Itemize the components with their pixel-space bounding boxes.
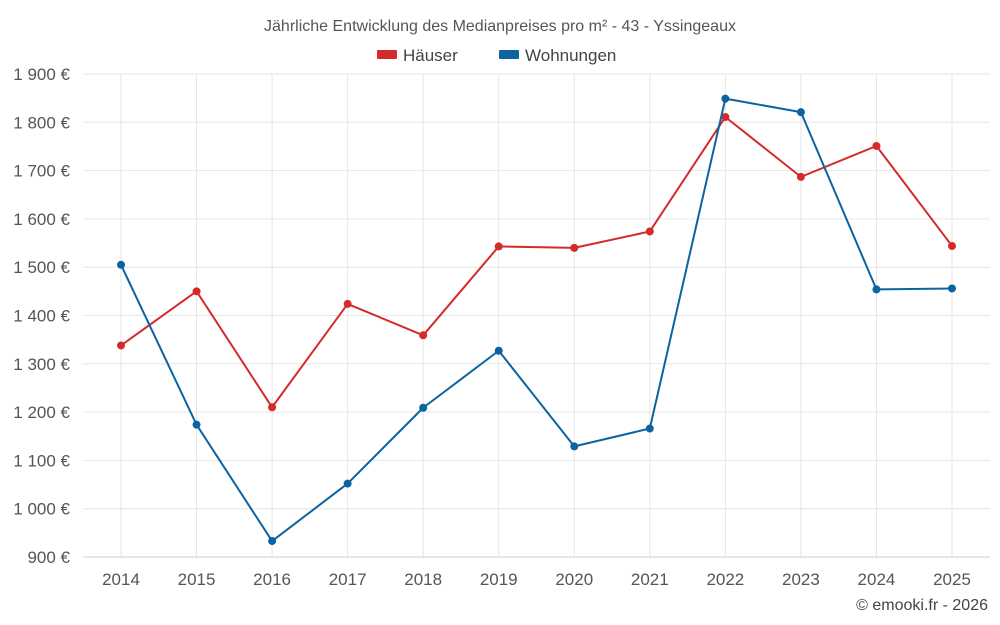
chart-title: Jährliche Entwicklung des Medianpreises … <box>264 18 736 35</box>
data-point[interactable] <box>343 479 352 488</box>
x-tick-label: 2015 <box>178 570 216 589</box>
legend-item[interactable]: Häuser <box>377 46 458 65</box>
legend-swatch <box>377 50 397 59</box>
x-axis: 2014 2015 2016 2017 2018 2019 2020 2021 2022 2023… <box>83 556 990 589</box>
x-tick-label: 2020 <box>555 570 593 589</box>
x-tick-label: 2017 <box>329 570 367 589</box>
data-point[interactable] <box>645 424 654 433</box>
y-axis: 900 € 1 000 € 1 100 € 1 200 € 1 300 € 1 400 €… <box>13 65 70 567</box>
series-wohnungen <box>117 94 956 546</box>
y-tick-label: 1 200 € <box>13 403 70 422</box>
data-point[interactable] <box>268 537 277 546</box>
data-point[interactable] <box>419 403 428 412</box>
series-line <box>120 97 953 543</box>
data-point[interactable] <box>872 285 881 294</box>
x-tick-label: 2021 <box>631 570 669 589</box>
data-point[interactable] <box>721 94 730 103</box>
data-point[interactable] <box>570 442 579 451</box>
x-tick-label: 2018 <box>404 570 442 589</box>
x-tick-label: 2016 <box>253 570 291 589</box>
x-tick-label: 2019 <box>480 570 518 589</box>
y-tick-label: 1 700 € <box>13 162 70 181</box>
y-tick-label: 1 900 € <box>13 65 70 84</box>
data-point[interactable] <box>494 346 503 355</box>
legend: Häuser Wohnungen <box>377 46 616 65</box>
credit-text: © emooki.fr - 2026 <box>856 597 988 614</box>
legend-label: Häuser <box>403 46 458 65</box>
legend-label: Wohnungen <box>525 46 616 65</box>
data-point[interactable] <box>796 172 805 181</box>
data-point[interactable] <box>117 260 125 269</box>
data-point[interactable] <box>645 227 654 236</box>
data-point[interactable] <box>721 112 730 121</box>
legend-swatch <box>499 50 519 59</box>
data-point[interactable] <box>872 141 881 150</box>
grid <box>83 73 990 558</box>
series-häuser <box>117 112 956 412</box>
series-layer <box>117 94 956 546</box>
data-point[interactable] <box>948 284 956 293</box>
data-point[interactable] <box>192 420 201 429</box>
x-tick-label: 2023 <box>782 570 820 589</box>
data-point[interactable] <box>117 341 125 350</box>
y-tick-label: 1 300 € <box>13 355 70 374</box>
y-tick-label: 900 € <box>27 548 70 567</box>
x-tick-label: 2025 <box>933 570 971 589</box>
x-tick-label: 2014 <box>102 570 140 589</box>
legend-item[interactable]: Wohnungen <box>499 46 616 65</box>
x-tick-label: 2022 <box>706 570 744 589</box>
data-point[interactable] <box>268 403 277 412</box>
y-tick-label: 1 100 € <box>13 451 70 470</box>
y-tick-label: 1 500 € <box>13 258 70 277</box>
y-tick-label: 1 600 € <box>13 210 70 229</box>
data-point[interactable] <box>494 242 503 251</box>
data-point[interactable] <box>343 299 352 308</box>
data-point[interactable] <box>192 287 201 296</box>
data-point[interactable] <box>948 241 956 250</box>
data-point[interactable] <box>419 331 428 340</box>
y-tick-label: 1 800 € <box>13 113 70 132</box>
y-tick-label: 1 000 € <box>13 500 70 519</box>
data-point[interactable] <box>796 108 805 117</box>
y-tick-label: 1 400 € <box>13 307 70 326</box>
x-tick-label: 2024 <box>858 570 896 589</box>
data-point[interactable] <box>570 243 579 252</box>
series-line <box>120 115 953 409</box>
